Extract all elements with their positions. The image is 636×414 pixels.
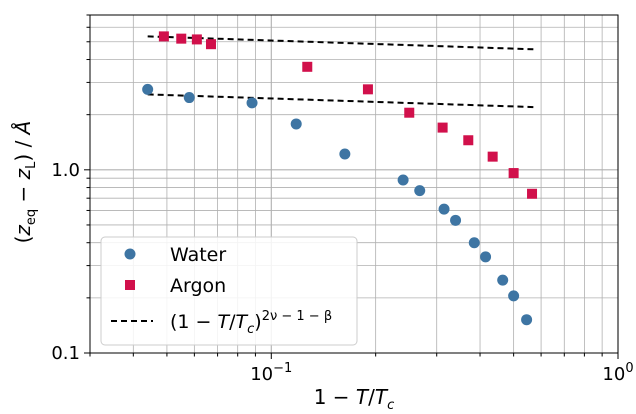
y-axis-label: (zeq − zL) / Å — [11, 121, 39, 244]
data-point-argon — [176, 33, 187, 44]
legend-label-fit: (1 − T/Tc)2ν − 1 − β — [170, 309, 332, 337]
y-tick-label: 1.0 — [51, 160, 80, 181]
data-point-water — [497, 274, 509, 286]
axes-frame — [89, 14, 619, 354]
x-tick-label: 10−1 — [250, 361, 292, 385]
data-point-argon — [404, 107, 415, 118]
axis-ticks: 10−1 100 0.1 1.0 — [51, 14, 634, 385]
data-point-water — [246, 97, 258, 109]
data-point-argon — [191, 34, 202, 45]
legend-marker-water — [124, 248, 136, 260]
data-point-argon — [302, 61, 313, 72]
data-point-argon — [508, 168, 519, 179]
x-tick-label: 100 — [602, 361, 633, 385]
data-markers — [142, 31, 538, 326]
legend-marker-argon — [125, 280, 135, 290]
legend-label-argon: Argon — [170, 275, 226, 297]
data-point-argon — [487, 151, 498, 162]
data-point-water — [521, 314, 533, 326]
fit-line — [147, 35, 534, 51]
data-point-argon — [205, 39, 216, 50]
fit-lines — [147, 35, 534, 109]
legend-label-water: Water — [170, 244, 226, 266]
data-point-argon — [463, 135, 474, 146]
data-point-water — [414, 185, 426, 197]
legend: Water Argon (1 − T/Tc)2ν − 1 − β — [100, 236, 358, 346]
x-axis-label: 1 − T/Tc — [314, 385, 395, 413]
data-point-water — [290, 118, 302, 130]
data-point-water — [480, 251, 492, 263]
data-point-water — [438, 203, 450, 215]
data-point-water — [450, 214, 462, 226]
data-point-water — [142, 83, 154, 95]
data-point-water — [508, 290, 520, 302]
data-point-water — [397, 174, 409, 186]
data-point-water — [183, 92, 195, 104]
legend-box — [100, 236, 358, 346]
data-point-water — [468, 237, 480, 249]
data-point-argon — [437, 122, 448, 133]
fit-line — [147, 93, 534, 109]
data-point-argon — [158, 31, 169, 42]
y-tick-label: 0.1 — [51, 343, 80, 364]
data-point-argon — [527, 188, 538, 199]
data-point-water — [339, 148, 351, 160]
data-point-argon — [362, 84, 373, 95]
